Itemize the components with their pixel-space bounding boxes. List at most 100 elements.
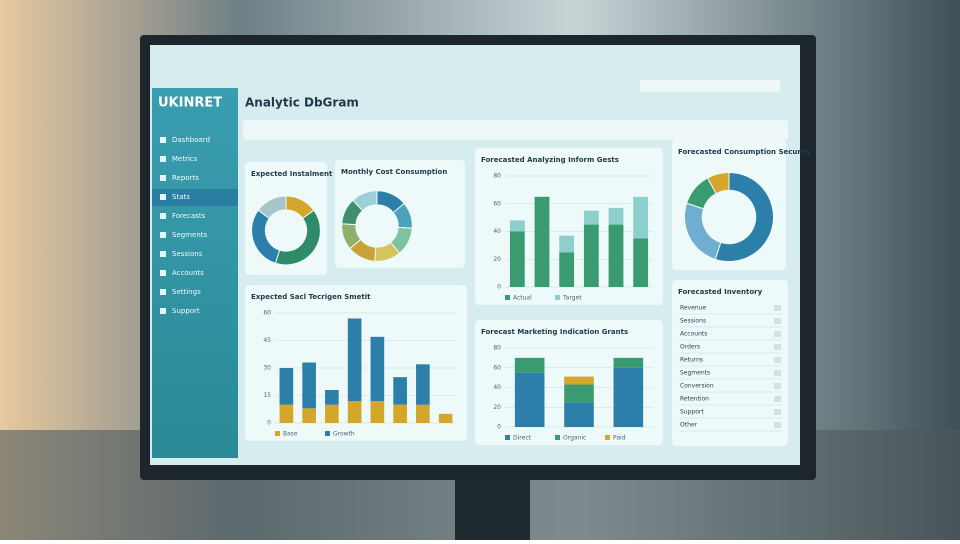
table-row: Retention (680, 396, 709, 403)
y-tick-label: 60 (493, 200, 501, 207)
row-action[interactable] (774, 318, 781, 324)
bar-segment (347, 318, 362, 401)
table-row: Orders (680, 344, 700, 351)
sidebar-icon (160, 270, 166, 276)
bar-segment (416, 404, 430, 423)
bar-segment (514, 372, 545, 427)
logo: UKINRET (158, 96, 222, 111)
row-action[interactable] (774, 344, 781, 350)
bar-segment (347, 401, 362, 423)
legend-swatch (555, 435, 560, 440)
y-tick-label: 0 (497, 424, 501, 431)
sidebar-item[interactable]: Stats (172, 193, 190, 201)
sidebar-item[interactable]: Settings (172, 288, 201, 296)
legend-label: Organic (563, 435, 586, 442)
table-row: Revenue (680, 305, 706, 312)
legend-swatch (275, 431, 280, 436)
sidebar-item[interactable]: Dashboard (172, 136, 210, 144)
sidebar-active (152, 189, 238, 206)
bar-segment (325, 390, 339, 405)
row-action[interactable] (774, 305, 781, 311)
row-action[interactable] (774, 331, 781, 337)
bar-segment (608, 207, 624, 225)
legend-label: Growth (333, 431, 355, 438)
row-action[interactable] (774, 383, 781, 389)
sidebar-item[interactable]: Metrics (172, 155, 198, 163)
bar-segment (370, 401, 385, 423)
row-action[interactable] (774, 409, 781, 415)
sidebar-icon (160, 232, 166, 238)
table-row: Accounts (680, 331, 707, 338)
bar-segment (583, 224, 599, 287)
sidebar-item[interactable]: Accounts (172, 269, 204, 277)
table-row: Conversion (680, 383, 714, 390)
bar-segment (559, 235, 575, 253)
bar-segment (279, 368, 294, 405)
row-action[interactable] (774, 370, 781, 376)
sidebar (152, 88, 238, 458)
panel-title: Expected Instalment (251, 170, 333, 178)
bar-segment (613, 357, 644, 368)
bar-segment (509, 231, 525, 287)
y-tick-label: 20 (493, 404, 501, 411)
bar-segment (613, 367, 644, 427)
y-tick-label: 80 (493, 345, 501, 352)
table-row: Returns (680, 357, 703, 364)
legend-label: Paid (613, 435, 626, 442)
row-action[interactable] (774, 357, 781, 363)
y-tick-label: 40 (493, 228, 501, 235)
panel-title: Forecast Marketing Indication Grants (481, 328, 628, 336)
donut-slice (352, 190, 378, 212)
bar-segment (564, 402, 594, 427)
bar-segment (509, 220, 525, 232)
donut-slice (714, 171, 774, 262)
page-title: Analytic DbGram (245, 96, 359, 110)
bar-segment (279, 404, 294, 423)
table-row: Segments (680, 370, 710, 377)
sidebar-icon (160, 308, 166, 314)
legend-label: Direct (513, 435, 532, 442)
bar-segment (302, 408, 316, 423)
y-tick-label: 60 (263, 310, 271, 317)
bar-segment (583, 210, 599, 225)
sidebar-item[interactable]: Reports (172, 174, 199, 182)
sidebar-icon (160, 289, 166, 295)
bar-segment (393, 377, 407, 405)
row-action[interactable] (774, 422, 781, 428)
legend-swatch (325, 431, 330, 436)
search-box[interactable] (640, 80, 780, 92)
sidebar-item[interactable]: Segments (172, 231, 208, 239)
bar-segment (514, 357, 545, 373)
sidebar-item[interactable]: Forecasts (172, 212, 206, 220)
table-row: Sessions (680, 318, 706, 325)
sidebar-icon (160, 175, 166, 181)
bar-segment (325, 404, 339, 423)
filter-bar (243, 120, 788, 140)
panel-title: Forecasted Consumption Security (678, 148, 812, 156)
table-row: Support (680, 409, 704, 416)
panel-title: Forecasted Inventory (678, 288, 763, 296)
donut-slice (706, 171, 730, 195)
table-row: Other (680, 422, 698, 429)
bar-segment (559, 252, 575, 287)
sidebar-item[interactable]: Sessions (172, 250, 203, 258)
panel (672, 280, 788, 446)
bar-segment (564, 376, 594, 385)
bar-segment (633, 238, 649, 287)
y-tick-label: 0 (267, 420, 271, 427)
panel-title: Expected Sacl Tecrigen Smetit (251, 293, 371, 301)
sidebar-item[interactable]: Support (172, 307, 200, 315)
row-action[interactable] (774, 396, 781, 402)
y-tick-label: 60 (493, 364, 501, 371)
bar-segment (438, 413, 453, 423)
bar-segment (608, 224, 624, 287)
panel-title: Forecasted Analyzing Inform Gests (481, 156, 619, 164)
bar-segment (370, 336, 385, 401)
sidebar-icon (160, 251, 166, 257)
donut-slice (257, 195, 287, 220)
panel-title: Monthly Cost Consumption (341, 168, 447, 176)
legend-swatch (555, 295, 560, 300)
y-tick-label: 80 (493, 173, 501, 180)
